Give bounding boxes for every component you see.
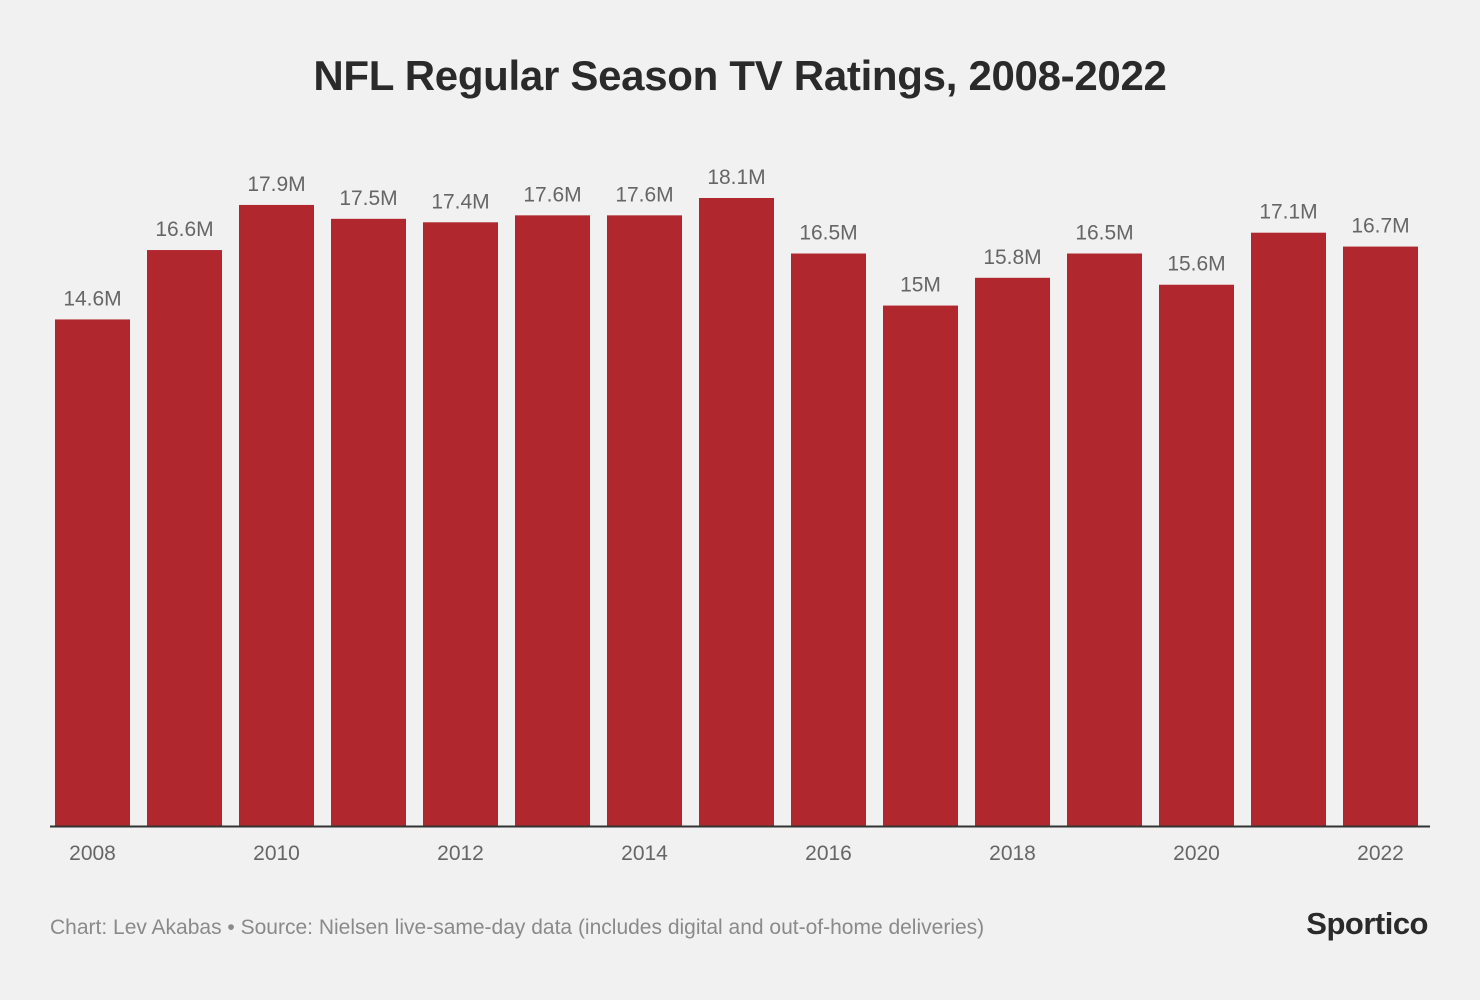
- bar-2017: [883, 305, 958, 827]
- data-label-2019: 16.5M: [1075, 222, 1133, 245]
- data-label-2016: 16.5M: [799, 222, 857, 245]
- x-tick-label-2012: 2012: [437, 842, 484, 865]
- data-label-2012: 17.4M: [431, 190, 489, 213]
- source-note: Chart: Lev Akabas • Source: Nielsen live…: [50, 916, 985, 939]
- bar-2008: [55, 319, 130, 826]
- bar-2010: [239, 204, 314, 827]
- sportico-logo: Sportico: [1306, 906, 1428, 941]
- bar-2012: [423, 222, 498, 826]
- data-label-2011: 17.5M: [339, 187, 397, 210]
- data-label-2013: 17.6M: [523, 183, 581, 206]
- bar-2020: [1159, 284, 1234, 826]
- bar-2016: [791, 253, 866, 827]
- bar-2018: [975, 277, 1050, 826]
- data-label-2010: 17.9M: [247, 173, 305, 196]
- data-label-2015: 18.1M: [707, 166, 765, 189]
- bar-2014: [607, 215, 682, 826]
- data-label-2017: 15M: [900, 274, 941, 297]
- data-label-2021: 17.1M: [1259, 201, 1317, 224]
- data-label-2008: 14.6M: [63, 287, 121, 310]
- x-tick-label-2014: 2014: [621, 842, 668, 865]
- bar-2013: [515, 215, 590, 826]
- data-label-2020: 15.6M: [1167, 253, 1225, 276]
- x-tick-label-2020: 2020: [1173, 842, 1220, 865]
- bar-2011: [331, 218, 406, 826]
- x-tick-label-2008: 2008: [69, 842, 116, 865]
- data-label-2022: 16.7M: [1351, 215, 1409, 238]
- x-tick-label-2016: 2016: [805, 842, 852, 865]
- bar-2022: [1343, 246, 1418, 826]
- data-label-2009: 16.6M: [155, 218, 213, 241]
- x-tick-label-2010: 2010: [253, 842, 300, 865]
- x-tick-label-2022: 2022: [1357, 842, 1404, 865]
- bar-2009: [147, 250, 222, 827]
- bar-2019: [1067, 253, 1142, 827]
- bar-2021: [1251, 232, 1326, 826]
- data-label-2018: 15.8M: [983, 246, 1041, 269]
- data-label-2014: 17.6M: [615, 183, 673, 206]
- chart-title: NFL Regular Season TV Ratings, 2008-2022: [313, 52, 1167, 99]
- bar-2015: [699, 198, 774, 826]
- x-tick-label-2018: 2018: [989, 842, 1036, 865]
